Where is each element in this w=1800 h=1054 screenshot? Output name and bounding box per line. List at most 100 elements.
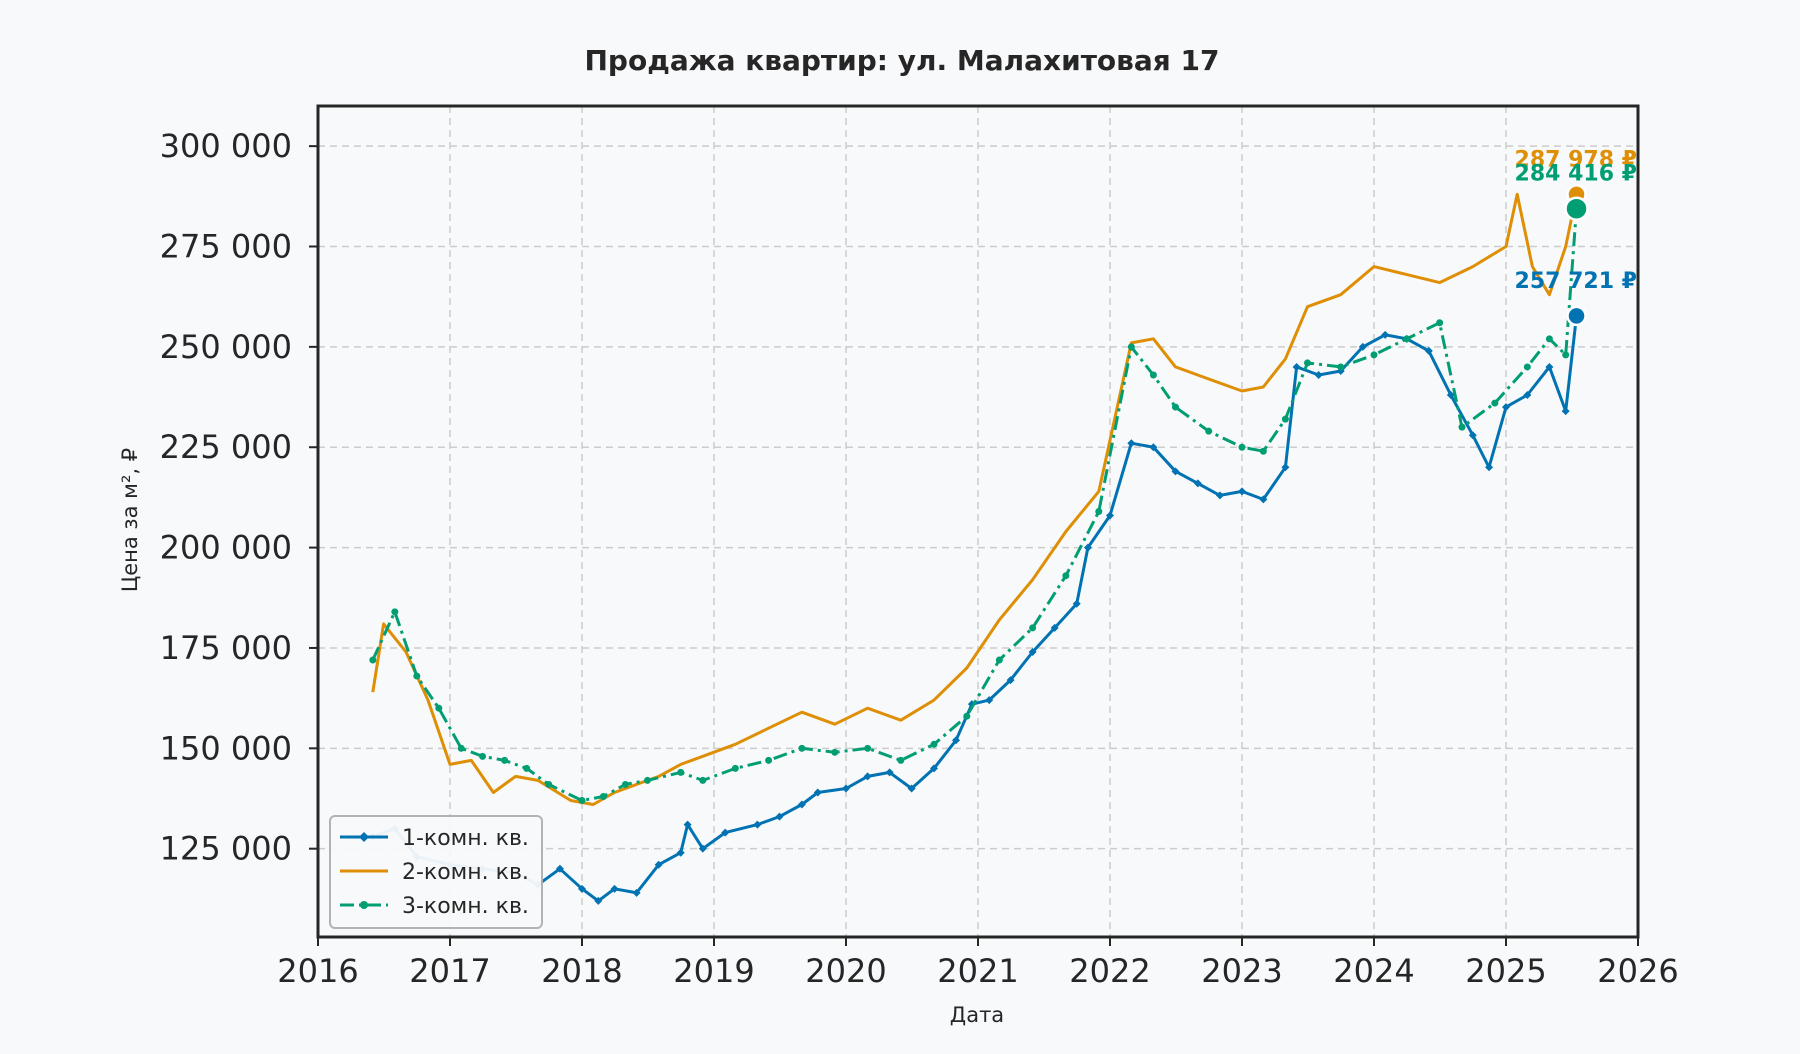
series-point-3: [677, 768, 685, 776]
x-tick-label: 2021: [937, 952, 1018, 990]
x-axis-label: Дата: [950, 1003, 1004, 1027]
series-point-1: [1171, 467, 1180, 476]
series-point-1: [952, 736, 960, 745]
series-point-3: [1436, 319, 1444, 327]
series-point-3: [643, 776, 651, 784]
series-point-1: [1149, 443, 1158, 452]
series-point-1: [1006, 676, 1015, 685]
series-point-1: [683, 820, 692, 829]
series-point-1: [1238, 487, 1246, 496]
series-point-3: [1545, 335, 1553, 343]
series-point-3: [699, 776, 707, 784]
series-point-3: [798, 744, 806, 752]
legend-label: 1-комн. кв.: [402, 826, 529, 851]
last-value-label: 257 721 ₽: [1515, 269, 1637, 294]
legend-box: [329, 815, 543, 929]
series-point-1: [610, 884, 619, 893]
plot-frame: [316, 104, 1640, 939]
x-tick-label: 2019: [673, 952, 754, 990]
series-point-3: [1403, 335, 1411, 343]
series-point-1: [632, 888, 641, 897]
series-point-3: [731, 764, 739, 772]
y-axis-label: Цена за м², ₽: [118, 448, 142, 592]
series-point-1: [1523, 391, 1532, 400]
y-tick-label: 275 000: [160, 228, 292, 266]
series-point-1: [1292, 362, 1301, 371]
y-tick-label: 200 000: [160, 529, 292, 567]
series-point-3: [1458, 423, 1466, 431]
series-point-1: [578, 884, 586, 893]
series-point-1: [676, 848, 685, 857]
series-point-1: [842, 784, 850, 793]
series-point-3: [1095, 507, 1103, 515]
series-point-3: [1491, 399, 1499, 407]
series-point-3: [1523, 363, 1531, 371]
series-point-3: [1029, 624, 1037, 632]
x-tick-label: 2020: [805, 952, 886, 990]
series-point-3: [545, 780, 553, 788]
series-point-1: [1127, 439, 1136, 448]
series-point-3: [1127, 343, 1135, 351]
series-point-3: [1238, 443, 1246, 451]
series-point-3: [435, 704, 443, 712]
plot-area: 2016 2017 2018 2019 2020 2021 2022 2023 2024 2025…: [160, 104, 1679, 990]
series-point-3: [413, 672, 421, 680]
x-tick-label: 2016: [277, 952, 358, 990]
series-point-3: [963, 712, 971, 720]
series-point-3: [765, 756, 773, 764]
x-tick-label: 2022: [1069, 952, 1150, 990]
series-point-1: [1028, 647, 1037, 656]
series-point-1: [1446, 391, 1455, 400]
series-point-3: [369, 656, 377, 664]
series-point-1: [1468, 431, 1477, 440]
series-point-1: [1424, 346, 1433, 355]
y-tick-label: 300 000: [160, 127, 292, 165]
series-point-3: [1281, 415, 1289, 423]
series-point-3: [897, 756, 905, 764]
series-point-3: [578, 797, 586, 805]
series-point-3: [1337, 363, 1345, 371]
x-tick-label: 2018: [541, 952, 622, 990]
series-point-3: [523, 764, 531, 772]
series-point-3: [831, 748, 839, 756]
series-point-1: [813, 788, 822, 797]
last-value-label: 287 978 ₽: [1515, 147, 1637, 172]
last-value-marker: [1564, 196, 1589, 221]
series-point-1: [594, 896, 603, 905]
series-point-3: [1370, 351, 1378, 359]
series-point-1: [797, 800, 806, 809]
series-point-1: [1072, 599, 1081, 608]
x-tick-label: 2024: [1333, 952, 1414, 990]
series-point-1: [930, 764, 938, 773]
series-point-3: [1171, 403, 1179, 411]
series-point-1: [1485, 463, 1494, 472]
series-line-1: [372, 315, 1578, 903]
series-point-3: [995, 656, 1003, 664]
y-tick-label: 225 000: [160, 428, 292, 466]
series-point-1: [555, 864, 564, 873]
series-point-3: [930, 740, 938, 748]
series-point-3: [1205, 427, 1213, 435]
series-point-1: [1502, 403, 1510, 412]
x-tick-label: 2026: [1597, 952, 1678, 990]
legend: 1-комн. кв. 2-комн. кв. 3-комн. кв.: [329, 815, 543, 929]
x-tick-label: 2023: [1201, 952, 1282, 990]
series-line-2: [371, 192, 1578, 806]
x-tick-label: 2017: [409, 952, 490, 990]
series-point-3: [1562, 351, 1570, 359]
legend-label: 2-комн. кв.: [402, 860, 529, 885]
series-point-3: [621, 780, 629, 788]
series-point-3: [501, 756, 509, 764]
legend-label: 3-комн. кв.: [402, 894, 529, 919]
series-point-1: [753, 820, 762, 829]
series-point-1: [885, 768, 894, 777]
series-point-3: [1303, 359, 1311, 367]
series-point-1: [1314, 370, 1323, 379]
series-point-1: [907, 784, 916, 793]
series-point-1: [775, 812, 784, 821]
series-point-1: [1259, 495, 1268, 504]
series-point-3: [391, 608, 399, 616]
series-point-3: [599, 792, 607, 800]
